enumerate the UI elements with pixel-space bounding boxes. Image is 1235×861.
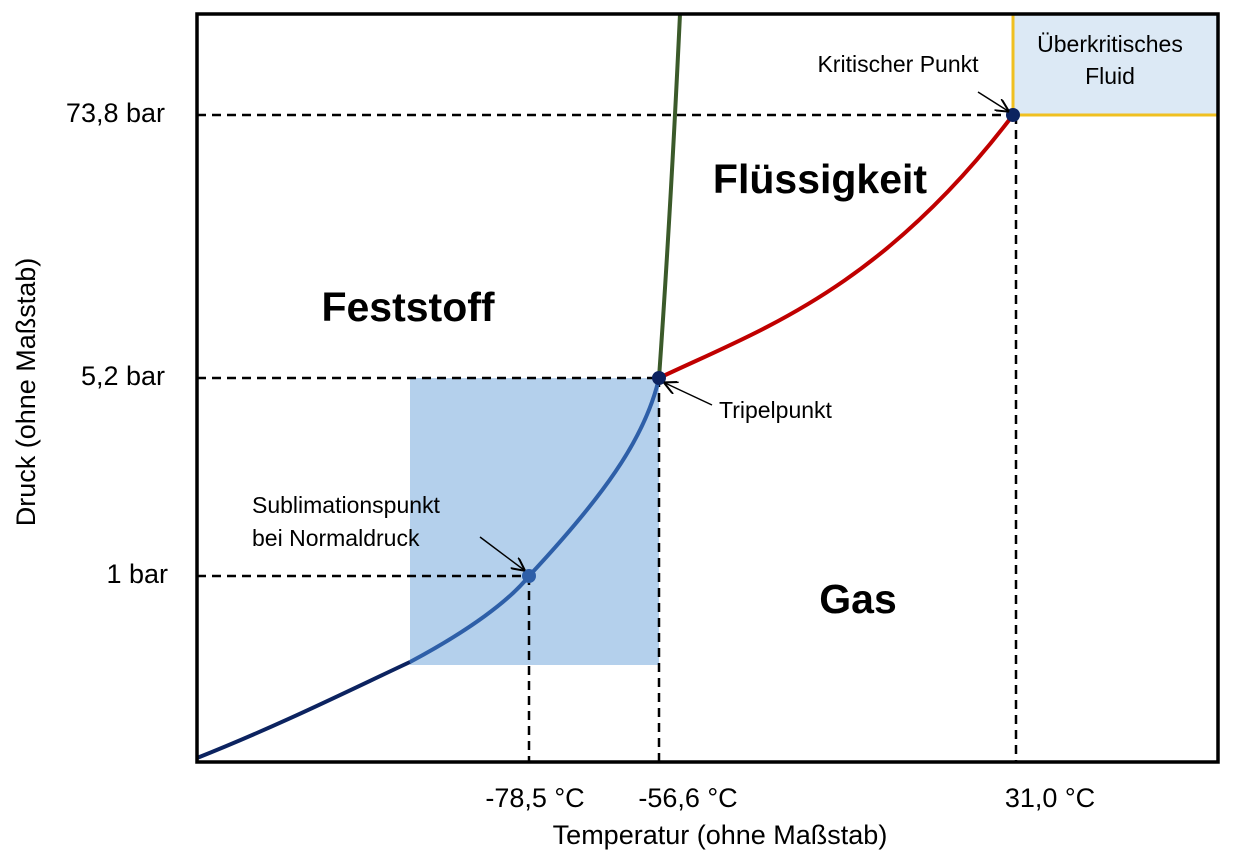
critical-point — [1006, 108, 1020, 122]
sublimation-curve — [409, 377, 661, 664]
x-tick-label: -78,5 °C — [485, 783, 584, 813]
sublimation-area — [410, 378, 659, 665]
y-tick-label: 1 bar — [106, 559, 168, 589]
sublimation-point — [522, 569, 536, 583]
point-label: Tripelpunkt — [719, 397, 833, 423]
boiling-curve — [658, 113, 1015, 380]
x-tick-label: -56,6 °C — [638, 783, 737, 813]
x-tick-label: 31,0 °C — [1005, 783, 1095, 813]
triple-point — [652, 371, 666, 385]
melting-curve — [657, 13, 682, 379]
point-label: Kritischer Punkt — [817, 51, 979, 77]
arrow — [479, 536, 524, 570]
arrow — [977, 91, 1008, 111]
region-label: Flüssigkeit — [713, 156, 928, 202]
region-label: Fluid — [1085, 63, 1135, 89]
supercritical-box — [1011, 12, 1220, 117]
plot-frame — [195, 12, 1220, 764]
region-label: Gas — [819, 576, 897, 622]
point-label: bei Normaldruck — [252, 525, 420, 551]
y-tick-label: 5,2 bar — [81, 361, 165, 391]
arrow — [665, 383, 713, 406]
y-tick-label: 73,8 bar — [66, 98, 165, 128]
region-label: Feststoff — [321, 284, 494, 330]
sublimation-curve — [196, 660, 411, 760]
y-axis-label: Druck (ohne Maßstab) — [11, 258, 41, 527]
point-label: Sublimationspunkt — [252, 492, 441, 518]
x-axis-label: Temperatur (ohne Maßstab) — [553, 820, 888, 850]
region-label: Überkritisches — [1037, 31, 1183, 57]
